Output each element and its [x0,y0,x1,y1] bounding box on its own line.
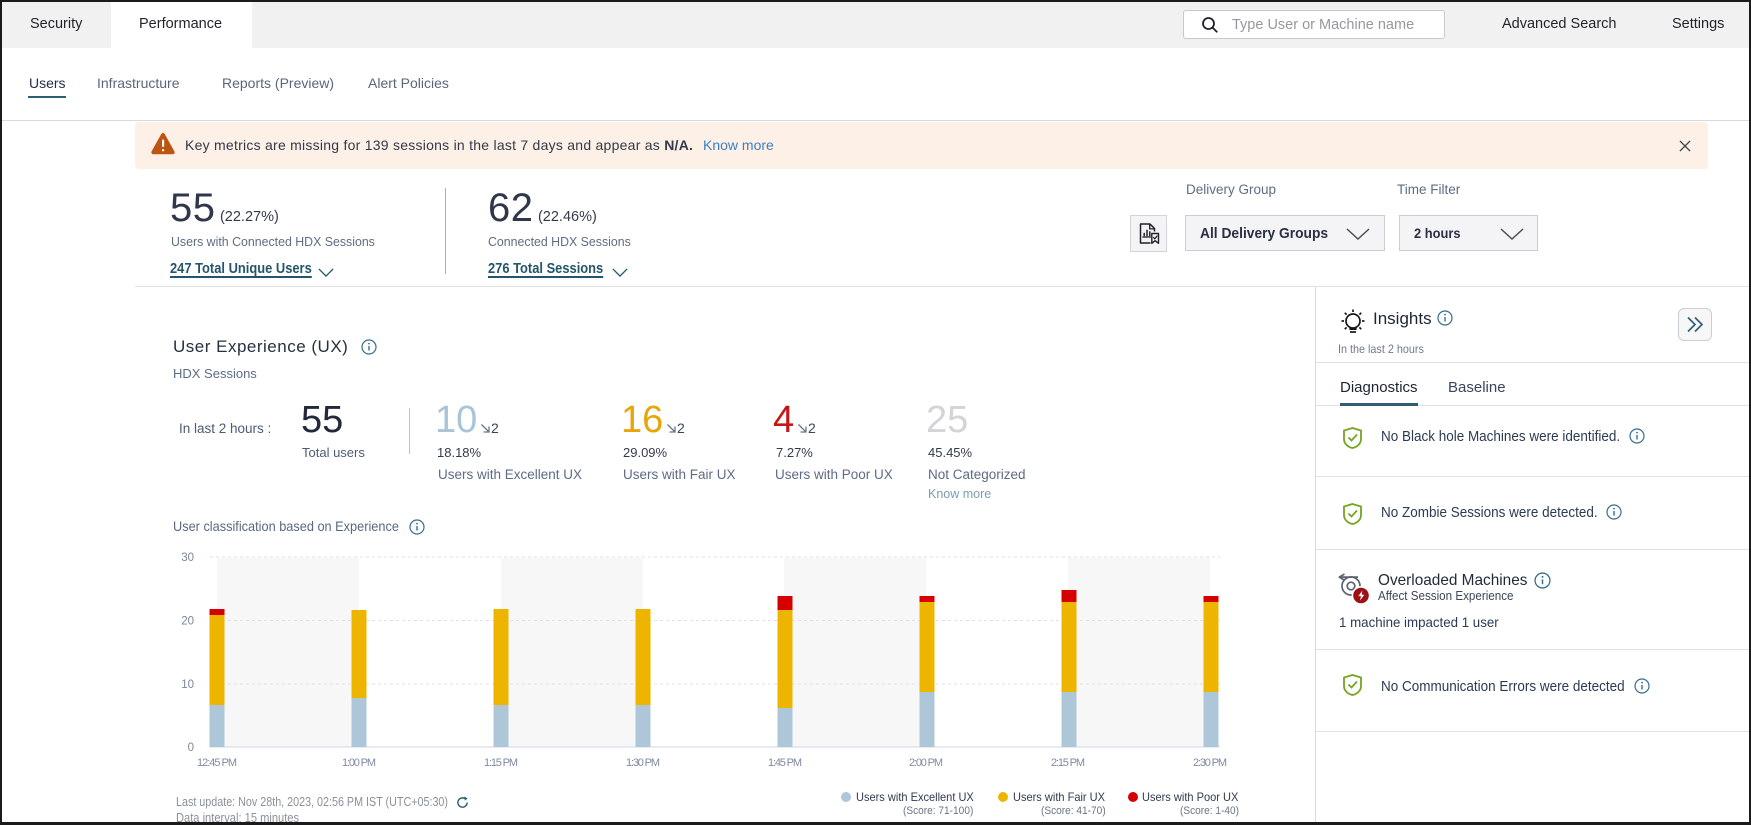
svg-text:30: 30 [181,552,194,564]
svg-text:1:15 PM: 1:15 PM [484,757,518,769]
svg-text:0: 0 [188,742,194,754]
svg-text:2:00 PM: 2:00 PM [909,757,943,769]
svg-text:1:30 PM: 1:30 PM [626,757,660,769]
svg-text:1:45 PM: 1:45 PM [768,757,802,769]
svg-text:20: 20 [181,616,194,628]
svg-text:2:15 PM: 2:15 PM [1051,757,1085,769]
svg-text:12:45 PM: 12:45 PM [197,757,237,769]
svg-text:2:30 PM: 2:30 PM [1193,757,1227,769]
svg-text:1:00 PM: 1:00 PM [342,757,376,769]
svg-text:10: 10 [181,679,194,691]
